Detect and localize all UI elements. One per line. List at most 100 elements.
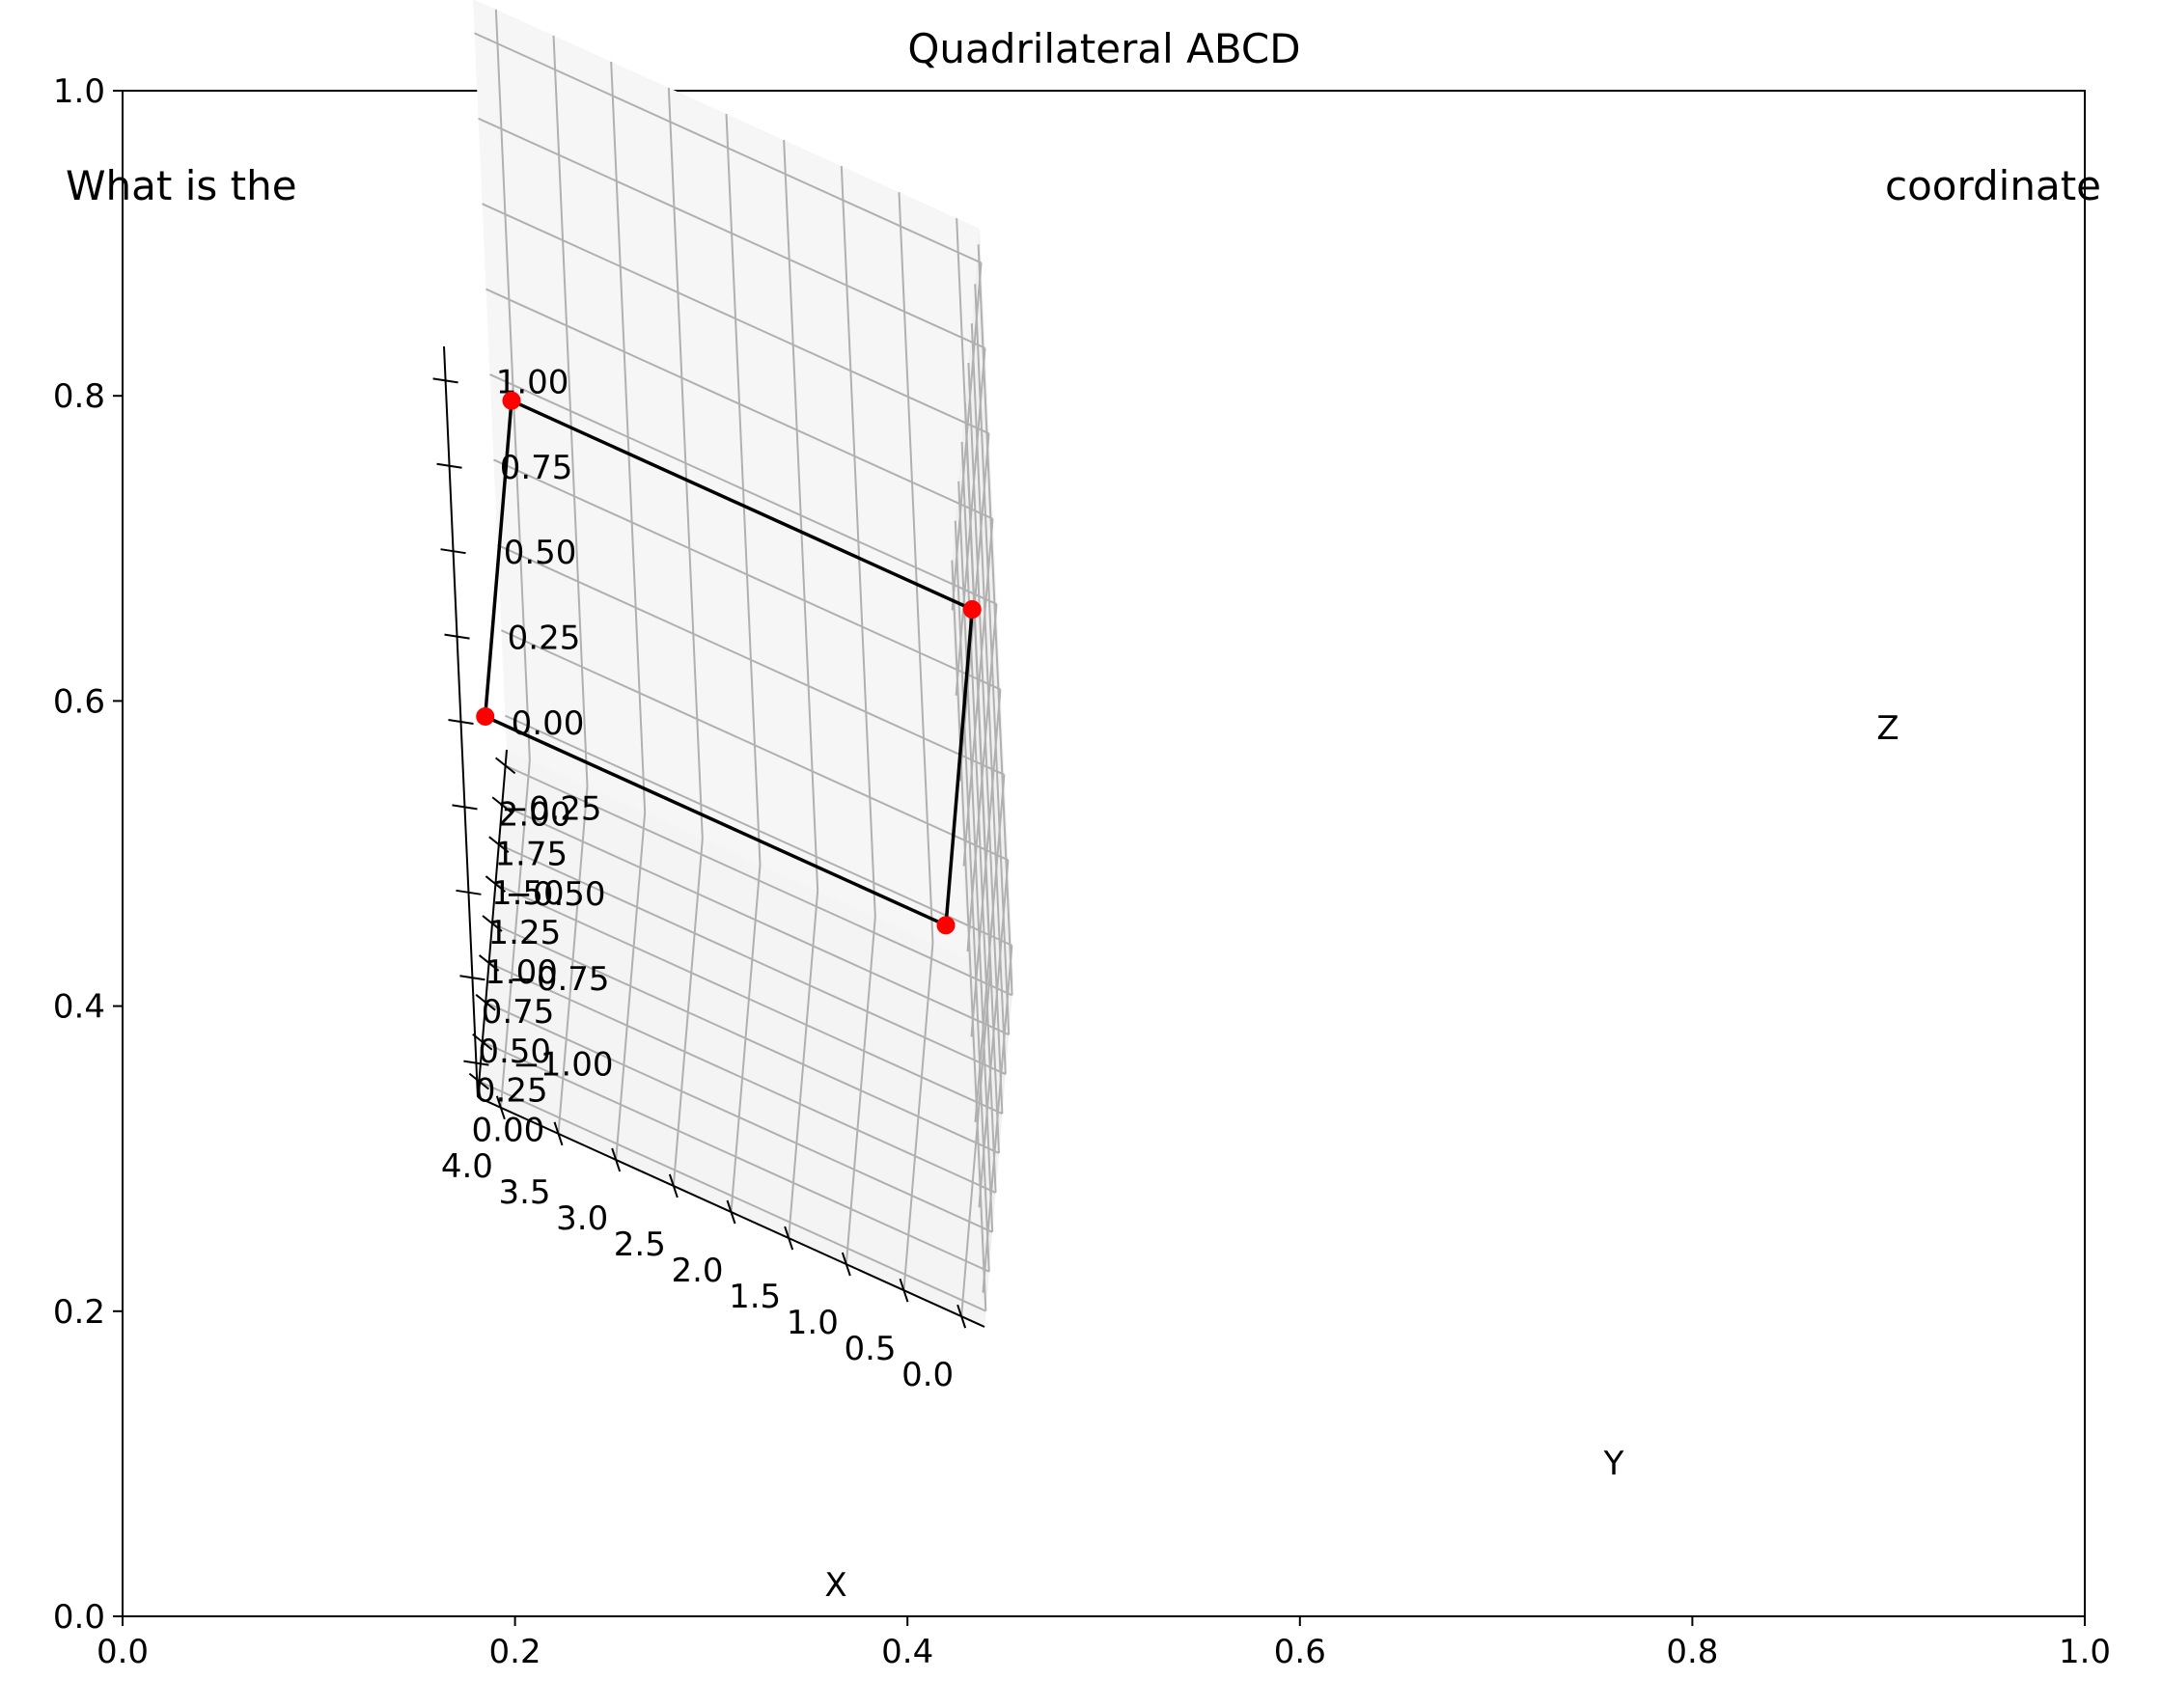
x-tick-label-3d: 2.5 bbox=[614, 1226, 666, 1264]
z-tick-label-3d: −0.25 bbox=[501, 789, 601, 828]
y-tick-label-3d: 2.00 bbox=[498, 795, 571, 834]
x-tick-3d bbox=[611, 1147, 622, 1172]
z-tick-3d bbox=[436, 462, 462, 469]
gridline bbox=[955, 347, 986, 696]
x-axis-label: X bbox=[824, 1566, 846, 1605]
gridline bbox=[974, 774, 1006, 1122]
x-tick-3d bbox=[899, 1278, 909, 1303]
gridline bbox=[970, 689, 1002, 1037]
overlay-text-right: coordinate bbox=[1885, 162, 2101, 209]
y-tick-label-3d: 1.75 bbox=[494, 835, 568, 873]
axis-ticks-3d: 0.00.51.01.52.02.53.03.54.00.000.250.500… bbox=[432, 363, 967, 1394]
gridline bbox=[494, 883, 1003, 1116]
x-tick-3d bbox=[668, 1173, 679, 1198]
gridline bbox=[491, 923, 1000, 1154]
gridline bbox=[478, 117, 985, 349]
x-tick-label-3d: 0.5 bbox=[844, 1330, 896, 1368]
vertex-point bbox=[936, 916, 956, 935]
z-tick-3d bbox=[452, 804, 478, 811]
x-tick-3d bbox=[956, 1304, 967, 1329]
y-tick-3d bbox=[468, 1072, 489, 1090]
z-tick-3d bbox=[444, 633, 470, 640]
z-axis-label: Z bbox=[1876, 709, 1899, 748]
y-tick-label-2d: 0.8 bbox=[53, 377, 105, 416]
z-tick-3d bbox=[440, 548, 466, 555]
y-tick-label-3d: 0.50 bbox=[478, 1033, 551, 1071]
y-tick-3d bbox=[485, 875, 507, 893]
y-tick-label-3d: 0.25 bbox=[475, 1072, 548, 1111]
z-tick-label-3d: −0.75 bbox=[509, 960, 609, 999]
x-tick-label-3d: 3.0 bbox=[556, 1199, 608, 1238]
overlay-text-left: What is the bbox=[66, 162, 297, 209]
gridline bbox=[474, 32, 983, 264]
z-tick-3d bbox=[459, 975, 485, 981]
x-tick-label-2d: 1.0 bbox=[2059, 1633, 2111, 1671]
y-axis-label: Y bbox=[1603, 1445, 1624, 1483]
plot-data bbox=[476, 391, 982, 935]
y-tick-label-2d: 0.6 bbox=[53, 682, 105, 721]
gridline bbox=[504, 714, 1012, 947]
gridline bbox=[498, 843, 1007, 1076]
y-tick-label-3d: 1.00 bbox=[485, 953, 558, 992]
x-tick-label-3d: 1.0 bbox=[787, 1304, 839, 1342]
x-tick-label-2d: 0.6 bbox=[1274, 1633, 1326, 1671]
z-tick-3d bbox=[448, 719, 474, 725]
gridline bbox=[962, 518, 994, 867]
gridline bbox=[966, 603, 998, 952]
gridline bbox=[485, 1001, 993, 1233]
z-tick-label-3d: 0.50 bbox=[504, 534, 577, 572]
z-tick-3d bbox=[456, 889, 482, 895]
y-tick-3d bbox=[488, 836, 510, 853]
x-tick-3d bbox=[553, 1121, 564, 1146]
z-tick-label-3d: 0.00 bbox=[512, 704, 585, 743]
z-tick-3d bbox=[463, 1060, 489, 1066]
gridline bbox=[501, 629, 1009, 862]
x-tick-3d bbox=[841, 1252, 851, 1277]
axes-2d-frame bbox=[122, 90, 2086, 1617]
y-tick-label-2d: 0.0 bbox=[53, 1598, 105, 1637]
gridline bbox=[478, 1080, 986, 1312]
axes-3d: 0.00.51.01.52.02.53.03.54.00.000.250.500… bbox=[432, 0, 1899, 1605]
z-tick-label-3d: −0.50 bbox=[505, 875, 605, 914]
vertex-point bbox=[502, 391, 521, 410]
gridline bbox=[482, 203, 989, 435]
x-tick-label-2d: 0.8 bbox=[1666, 1633, 1718, 1671]
y-tick-3d bbox=[478, 954, 500, 972]
gridline bbox=[978, 860, 1010, 1208]
y-tick-label-2d: 1.0 bbox=[53, 72, 105, 111]
y-tick-label-3d: 0.75 bbox=[482, 993, 555, 1032]
z-tick-label-3d: 0.75 bbox=[500, 449, 573, 487]
gridline bbox=[493, 458, 1001, 691]
z-tick-3d bbox=[432, 377, 458, 384]
y-tick-3d bbox=[475, 994, 496, 1011]
z-tick-label-3d: 0.25 bbox=[508, 620, 581, 658]
y-tick-3d bbox=[482, 915, 503, 932]
y-tick-label-2d: 0.2 bbox=[53, 1293, 105, 1332]
vertex-point bbox=[962, 600, 982, 620]
vertex-point bbox=[476, 706, 495, 726]
axes-2d-ticks: 0.0 0.2 0.4 0.6 0.8 1.0 0.0 0.2 0.4 0.6 0.8 1.0 bbox=[53, 72, 2111, 1671]
gridline bbox=[982, 945, 1013, 1293]
gridline bbox=[505, 764, 1013, 997]
gridline bbox=[497, 543, 1005, 776]
y-tick-label-3d: 1.50 bbox=[491, 874, 565, 913]
y-tick-3d bbox=[491, 796, 513, 814]
x-tick-label-2d: 0.0 bbox=[97, 1633, 149, 1671]
x-tick-3d bbox=[726, 1199, 736, 1225]
gridline bbox=[485, 288, 993, 520]
axes-2d: 0.0 0.2 0.4 0.6 0.8 1.0 0.0 0.2 0.4 0.6 0.8 1.0 bbox=[53, 72, 2111, 1671]
x-tick-label-2d: 0.2 bbox=[489, 1633, 541, 1671]
y-tick-3d bbox=[472, 1033, 493, 1051]
chart-title: Quadrilateral ABCD bbox=[907, 25, 1300, 72]
gridline bbox=[482, 1040, 990, 1273]
gridline bbox=[489, 373, 997, 605]
x-tick-label-3d: 1.5 bbox=[729, 1278, 781, 1316]
y-tick-label-3d: 1.25 bbox=[488, 914, 562, 952]
gridline bbox=[501, 804, 1010, 1036]
x-tick-3d bbox=[495, 1095, 506, 1120]
x-tick-label-2d: 0.4 bbox=[881, 1633, 933, 1671]
gridline bbox=[488, 961, 997, 1194]
y-tick-3d bbox=[495, 757, 516, 775]
x-tick-label-3d: 4.0 bbox=[441, 1147, 493, 1186]
